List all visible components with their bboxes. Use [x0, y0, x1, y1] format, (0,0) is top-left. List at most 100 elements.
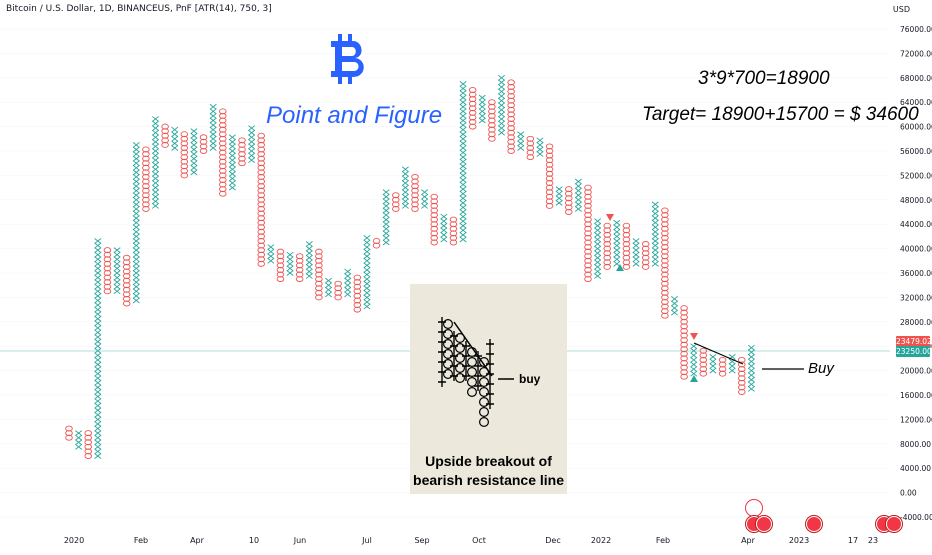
o-box	[680, 314, 688, 321]
o-box	[507, 143, 515, 150]
price-badge-lower[interactable]: 23250.00	[896, 346, 932, 357]
x-box	[555, 186, 563, 192]
o-box	[276, 271, 285, 278]
x-box	[113, 270, 121, 276]
x-box	[382, 212, 390, 218]
x-box	[325, 277, 332, 284]
o-box	[526, 135, 535, 142]
us-flag-icon[interactable]	[886, 516, 902, 532]
x-box	[132, 164, 140, 171]
us-flag-icon[interactable]	[756, 516, 772, 532]
o-box	[661, 212, 669, 219]
sell-signal-triangle	[606, 214, 614, 221]
o-column	[142, 146, 150, 212]
price-axis[interactable]: -4000.00 0.00 4000.00 8000.00 12000.00 16000.…	[900, 25, 932, 522]
o-box	[142, 151, 150, 158]
x-box	[421, 198, 429, 205]
x-box	[440, 213, 448, 220]
x-box	[94, 279, 102, 286]
x-box	[498, 79, 505, 86]
o-box	[315, 271, 323, 278]
x-box	[325, 286, 332, 293]
time-axis[interactable]: 2020 Feb Apr 10 Jun Jul Sep Oct Dec 2022 Feb Apr 202…	[64, 536, 878, 545]
o-box	[353, 274, 362, 281]
o-box	[738, 356, 746, 363]
inset-plus-column	[486, 339, 494, 409]
o-box	[219, 112, 227, 119]
price-badge-upper[interactable]: 23479.02	[896, 336, 932, 347]
event-flag-icon[interactable]	[746, 500, 762, 516]
inset-plus-box	[450, 371, 458, 381]
y-tick-label: 44000.00	[900, 220, 932, 229]
inset-o-box	[454, 372, 465, 383]
x-box	[94, 357, 102, 363]
x-box	[94, 288, 102, 295]
x-box	[94, 361, 102, 368]
x-box	[363, 257, 371, 264]
x-box	[94, 265, 102, 272]
o-box	[276, 262, 285, 269]
x-box	[152, 143, 159, 150]
x-box	[94, 302, 102, 308]
x-column	[132, 142, 140, 304]
o-box	[718, 361, 727, 368]
x-column	[632, 238, 640, 267]
o-column	[199, 134, 208, 154]
o-column	[392, 192, 400, 212]
x-box	[190, 169, 198, 176]
sell-signal-triangle	[690, 333, 698, 340]
x-box	[517, 131, 525, 138]
x-box	[113, 283, 121, 290]
inset-caption-line-2: bearish resistance line	[413, 472, 564, 488]
x-box	[498, 93, 505, 99]
x-box	[459, 131, 467, 138]
x-box	[344, 286, 352, 293]
o-box	[103, 265, 112, 272]
o-box	[584, 193, 592, 200]
o-box	[488, 117, 496, 124]
x-box	[94, 283, 102, 290]
x-box	[363, 253, 371, 260]
inset-o-box	[466, 376, 477, 387]
chart-title: Point and Figure	[266, 102, 443, 129]
o-box	[680, 355, 688, 362]
x-box	[209, 140, 217, 147]
inset-o-box	[478, 376, 489, 387]
o-box	[257, 146, 265, 153]
symbol-header[interactable]: Bitcoin / U.S. Dollar, 1D, BINANCEUS, Pn…	[6, 4, 272, 14]
o-box	[603, 250, 611, 257]
x-box	[94, 453, 102, 459]
x-box	[228, 152, 236, 159]
o-box	[584, 212, 592, 219]
x-box	[94, 434, 102, 441]
inset-plus-box	[486, 359, 494, 369]
o-box	[584, 207, 592, 214]
us-flag-icon[interactable]	[806, 516, 822, 532]
x-box	[594, 241, 602, 247]
o-box	[661, 280, 669, 287]
y-tick-label: 32000.00	[900, 293, 932, 302]
x-box	[132, 279, 140, 286]
x-box	[382, 221, 390, 228]
x-box	[690, 357, 698, 363]
x-box	[113, 265, 121, 272]
o-box	[430, 239, 438, 246]
y-tick-label: 28000.00	[900, 318, 932, 327]
x-box	[651, 206, 659, 212]
x-box	[228, 184, 236, 191]
x-box	[459, 199, 467, 206]
inset-o-box	[478, 386, 489, 397]
o-box	[680, 369, 688, 376]
x-box	[363, 244, 371, 250]
x-box	[152, 148, 159, 154]
inset-o-box	[442, 318, 453, 329]
o-box	[738, 375, 746, 382]
o-box	[315, 294, 323, 301]
o-box	[257, 256, 265, 263]
x-box	[651, 201, 659, 208]
x-column	[421, 189, 429, 209]
x-box	[747, 363, 755, 369]
o-box	[680, 346, 688, 353]
x-box	[132, 288, 140, 295]
x-box	[440, 232, 448, 238]
